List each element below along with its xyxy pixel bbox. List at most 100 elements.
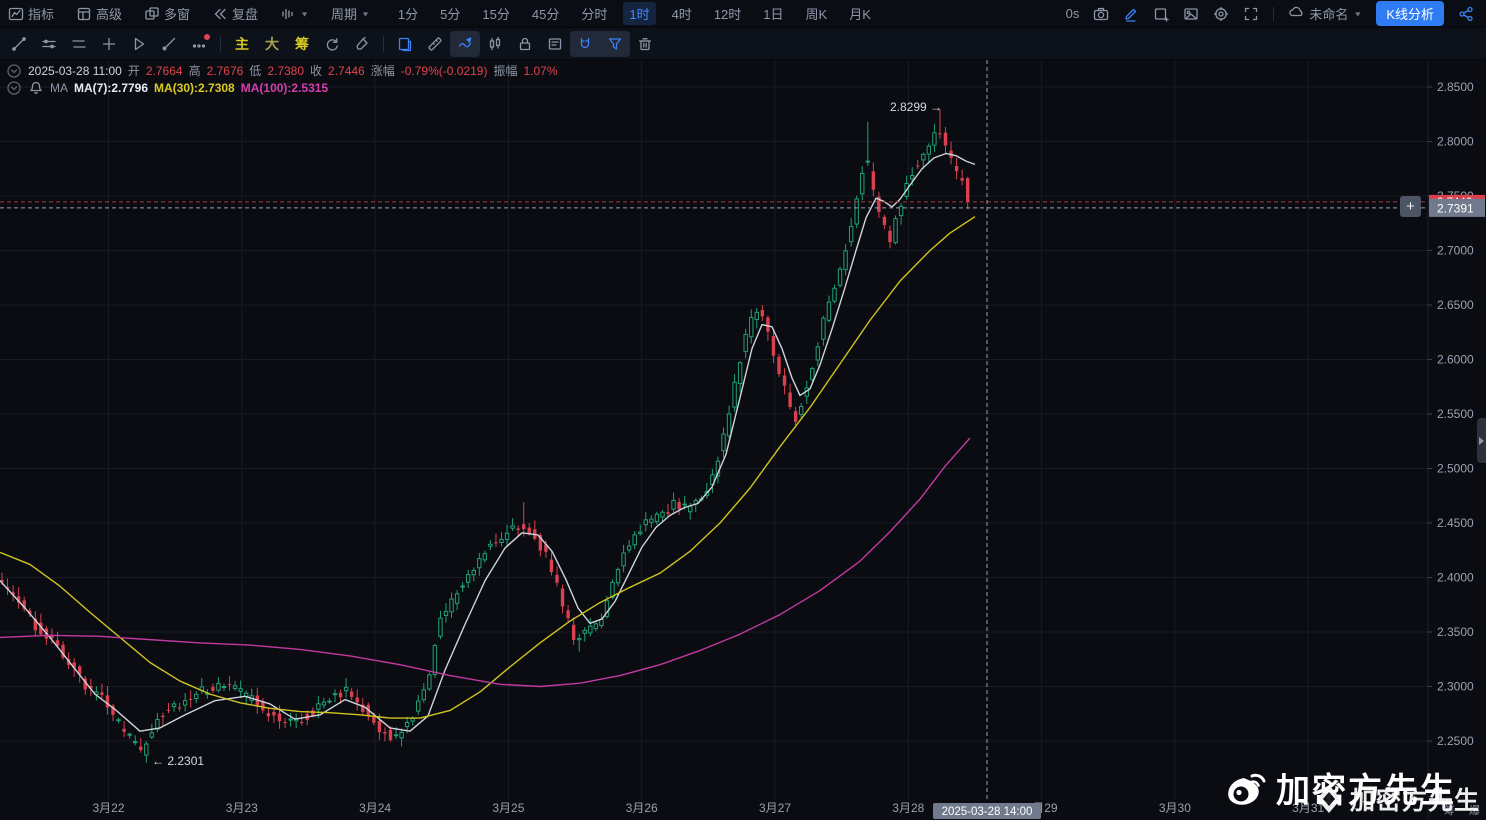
candle <box>726 413 732 437</box>
camera-icon[interactable] <box>1093 6 1109 22</box>
timeframe-15分[interactable]: 15分 <box>482 7 510 22</box>
price-annotation: ← 2.2301 <box>152 754 204 768</box>
toolbar-right-group: 0s 未命名 ▼ K线分析 <box>1066 1 1486 26</box>
candle <box>926 145 932 155</box>
candle <box>460 585 465 588</box>
collapse-chevron-icon[interactable] <box>6 63 22 79</box>
tool-brush-icon[interactable] <box>347 31 377 57</box>
ohlc-field-value: 2.7664 <box>145 63 183 78</box>
y-axis-label: 2.2500 <box>1437 734 1474 748</box>
axis-add-alert-button[interactable]: + <box>1400 196 1421 217</box>
candle <box>0 579 4 583</box>
x-axis-label: 3月27 <box>759 801 791 815</box>
tool-funnel-icon[interactable] <box>600 31 630 57</box>
toolbar-item-wave-icon[interactable]: ▼ <box>280 6 309 22</box>
ohlc-field-value: 2.7446 <box>328 63 365 78</box>
timeframe-group: 1分 5分 15分 45分 分时 1时 4时 12时 1日 周K 月K <box>392 2 887 25</box>
fullscreen-icon[interactable] <box>1243 6 1259 22</box>
toolbar-item-高级[interactable]: 高级 <box>76 4 122 23</box>
timeframe-45分[interactable]: 45分 <box>531 7 560 22</box>
toolbar-item-label: 多窗 <box>164 7 191 22</box>
tool-diagonal-line-icon[interactable] <box>4 31 34 57</box>
x-axis-label: 3月23 <box>226 801 258 815</box>
tool-ray-icon[interactable] <box>154 31 184 57</box>
candlestick-chart[interactable]: 2.8299 →← 2.23012.85002.80002.75002.7000… <box>0 60 1486 820</box>
tool-text-筹[interactable]: 筹 <box>295 35 309 52</box>
candle <box>221 685 227 688</box>
tool-layers-icon[interactable] <box>390 31 420 57</box>
tool-candles-icon[interactable] <box>480 31 510 57</box>
candle <box>189 698 193 700</box>
candle <box>777 356 781 375</box>
toolbar-item-指标[interactable]: 指标 <box>8 4 54 23</box>
ma-label: MA <box>50 81 68 95</box>
candle <box>227 684 232 686</box>
toolbar-item-多窗[interactable]: 多窗 <box>144 4 190 23</box>
kline-analysis-button[interactable]: K线分析 <box>1376 1 1444 26</box>
tool-trash-icon[interactable] <box>630 31 660 57</box>
candle <box>255 695 259 707</box>
gear-icon[interactable] <box>1213 6 1229 22</box>
corner-toggle-爆[interactable]: 爆 <box>1469 805 1480 817</box>
cloud-save-button[interactable]: 未命名 ▼ <box>1288 4 1362 23</box>
candle <box>349 691 354 698</box>
image-icon[interactable] <box>1183 6 1199 22</box>
toolbar-item-复盘[interactable]: 复盘 <box>212 4 258 23</box>
timeframe-4时[interactable]: 4时 <box>671 7 692 22</box>
y-axis-label: 2.8000 <box>1437 135 1474 149</box>
divider <box>1273 6 1275 21</box>
timeframe-5分[interactable]: 5分 <box>440 7 461 22</box>
candle <box>343 686 349 692</box>
candle <box>127 733 132 736</box>
timeframe-分时[interactable]: 分时 <box>581 7 608 22</box>
toolbar-item-周期[interactable]: 周期 ▼ <box>331 4 370 23</box>
ohlc-field-value: -0.79%(-0.0219) <box>400 63 488 78</box>
tool-magnet-icon[interactable] <box>570 31 600 57</box>
share-icon[interactable] <box>1458 6 1474 22</box>
alert-bell-icon[interactable] <box>28 80 44 96</box>
corner-toggle-筹[interactable]: 筹 <box>1444 805 1455 817</box>
tool-text-主[interactable]: 主 <box>235 35 249 52</box>
candle <box>39 622 43 635</box>
tool-wave-pencil-icon[interactable] <box>450 30 480 57</box>
candle <box>544 544 548 552</box>
timeframe-周K[interactable]: 周K <box>805 7 828 22</box>
y-axis-label: 2.5500 <box>1437 407 1474 421</box>
collapse-chevron-icon[interactable] <box>6 80 22 96</box>
timeframe-月K[interactable]: 月K <box>849 7 871 22</box>
candle <box>871 171 876 190</box>
candle <box>111 705 115 715</box>
top-toolbar: 指标 高级 多窗 复盘 ▼ 周期 ▼ 1分 5分 15分 45分 分时 1时 4时 12时 1日 周K 月K 0… <box>0 0 1486 28</box>
ma-value: MA(30):2.7308 <box>154 81 235 95</box>
tool-flag-icon[interactable] <box>124 31 154 57</box>
tool-more-icon[interactable] <box>184 31 214 57</box>
tool-loop-icon[interactable] <box>317 31 347 57</box>
timeframe-1时[interactable]: 1时 <box>623 2 656 25</box>
pencil-icon[interactable] <box>1123 6 1139 22</box>
candle <box>383 731 387 734</box>
candle <box>527 527 531 534</box>
timeframe-12时[interactable]: 12时 <box>713 7 742 22</box>
candle <box>161 715 165 717</box>
tool-trend-points-icon[interactable] <box>34 31 64 57</box>
collapse-panel-handle[interactable] <box>1477 418 1486 463</box>
timeframe-1分[interactable]: 1分 <box>397 7 419 22</box>
ma-line-MA7 <box>0 152 976 732</box>
candle <box>888 230 892 243</box>
tool-lock-icon[interactable] <box>510 31 540 57</box>
candle <box>682 503 687 506</box>
frame-add-icon[interactable] <box>1153 6 1170 22</box>
y-axis-label: 2.5000 <box>1437 462 1474 476</box>
tool-note-icon[interactable] <box>540 31 570 57</box>
candle <box>466 574 471 583</box>
tool-parallel-lines-icon[interactable] <box>64 31 94 57</box>
multiwin-icon <box>144 6 160 22</box>
candle <box>311 710 315 716</box>
candle <box>677 502 681 510</box>
tool-crosshair-icon[interactable] <box>94 31 124 57</box>
timeframe-1日[interactable]: 1日 <box>763 7 784 22</box>
tool-text-大[interactable]: 大 <box>265 35 279 52</box>
tool-ruler-icon[interactable] <box>420 31 450 57</box>
candle <box>821 317 826 340</box>
candle <box>510 525 515 529</box>
